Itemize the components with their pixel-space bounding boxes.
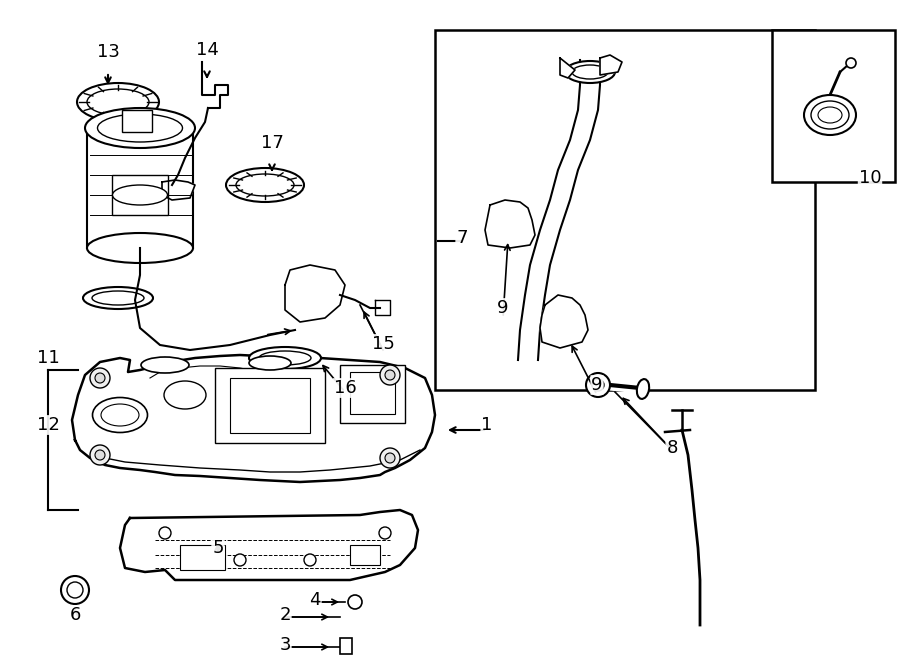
Text: 7: 7 bbox=[456, 229, 468, 247]
Text: 11: 11 bbox=[37, 349, 59, 367]
Ellipse shape bbox=[249, 356, 291, 370]
Polygon shape bbox=[72, 355, 435, 482]
Polygon shape bbox=[162, 180, 195, 200]
Ellipse shape bbox=[811, 101, 849, 129]
Text: 4: 4 bbox=[310, 591, 320, 609]
Ellipse shape bbox=[92, 291, 144, 305]
Ellipse shape bbox=[101, 404, 139, 426]
Ellipse shape bbox=[804, 95, 856, 135]
Circle shape bbox=[304, 554, 316, 566]
Circle shape bbox=[380, 365, 400, 385]
Polygon shape bbox=[540, 295, 588, 348]
Ellipse shape bbox=[97, 114, 183, 142]
Ellipse shape bbox=[236, 174, 294, 196]
Ellipse shape bbox=[85, 108, 195, 148]
Circle shape bbox=[380, 448, 400, 468]
Text: 17: 17 bbox=[261, 134, 284, 152]
Text: 12: 12 bbox=[37, 416, 59, 434]
Ellipse shape bbox=[83, 287, 153, 309]
Text: 3: 3 bbox=[279, 636, 291, 654]
Ellipse shape bbox=[259, 351, 311, 365]
Circle shape bbox=[159, 527, 171, 539]
Polygon shape bbox=[285, 265, 345, 322]
Bar bbox=[180, 545, 225, 570]
Ellipse shape bbox=[164, 381, 206, 409]
Ellipse shape bbox=[249, 347, 321, 369]
Text: 13: 13 bbox=[96, 43, 120, 61]
Circle shape bbox=[90, 445, 110, 465]
Text: 6: 6 bbox=[69, 606, 81, 624]
Text: 9: 9 bbox=[591, 376, 603, 394]
Ellipse shape bbox=[112, 185, 167, 205]
Text: 2: 2 bbox=[279, 606, 291, 624]
Ellipse shape bbox=[93, 397, 148, 432]
Circle shape bbox=[348, 595, 362, 609]
Ellipse shape bbox=[77, 83, 159, 121]
Circle shape bbox=[592, 379, 604, 391]
Circle shape bbox=[586, 373, 610, 397]
Text: 5: 5 bbox=[212, 539, 224, 557]
Bar bbox=[87, 128, 193, 248]
Bar bbox=[350, 372, 395, 414]
Ellipse shape bbox=[818, 107, 842, 123]
Bar bbox=[772, 30, 895, 182]
Circle shape bbox=[61, 576, 89, 604]
Polygon shape bbox=[375, 300, 390, 315]
Bar bbox=[350, 545, 380, 565]
Circle shape bbox=[67, 582, 83, 598]
Text: 15: 15 bbox=[372, 335, 394, 353]
Ellipse shape bbox=[226, 168, 304, 202]
Text: 14: 14 bbox=[195, 41, 219, 59]
Bar bbox=[230, 378, 310, 433]
Polygon shape bbox=[600, 55, 622, 75]
Bar bbox=[340, 365, 405, 423]
Bar bbox=[215, 368, 325, 443]
Circle shape bbox=[95, 450, 105, 460]
Polygon shape bbox=[518, 60, 600, 360]
Text: 8: 8 bbox=[666, 439, 678, 457]
Circle shape bbox=[385, 370, 395, 380]
Ellipse shape bbox=[637, 379, 649, 399]
Ellipse shape bbox=[87, 89, 149, 115]
Ellipse shape bbox=[87, 233, 193, 263]
Bar bbox=[435, 30, 815, 390]
Ellipse shape bbox=[565, 61, 615, 83]
Ellipse shape bbox=[572, 65, 608, 79]
Circle shape bbox=[385, 453, 395, 463]
Polygon shape bbox=[120, 510, 418, 580]
Circle shape bbox=[234, 554, 246, 566]
Text: 9: 9 bbox=[497, 299, 508, 317]
Polygon shape bbox=[560, 58, 575, 78]
Text: 10: 10 bbox=[859, 169, 881, 187]
Circle shape bbox=[846, 58, 856, 68]
Text: 1: 1 bbox=[482, 416, 492, 434]
Bar bbox=[122, 110, 152, 132]
Text: 16: 16 bbox=[334, 379, 356, 397]
Polygon shape bbox=[485, 200, 535, 248]
Circle shape bbox=[95, 373, 105, 383]
Circle shape bbox=[379, 527, 391, 539]
Bar bbox=[340, 638, 352, 654]
Bar bbox=[112, 175, 168, 215]
Ellipse shape bbox=[141, 357, 189, 373]
Circle shape bbox=[90, 368, 110, 388]
